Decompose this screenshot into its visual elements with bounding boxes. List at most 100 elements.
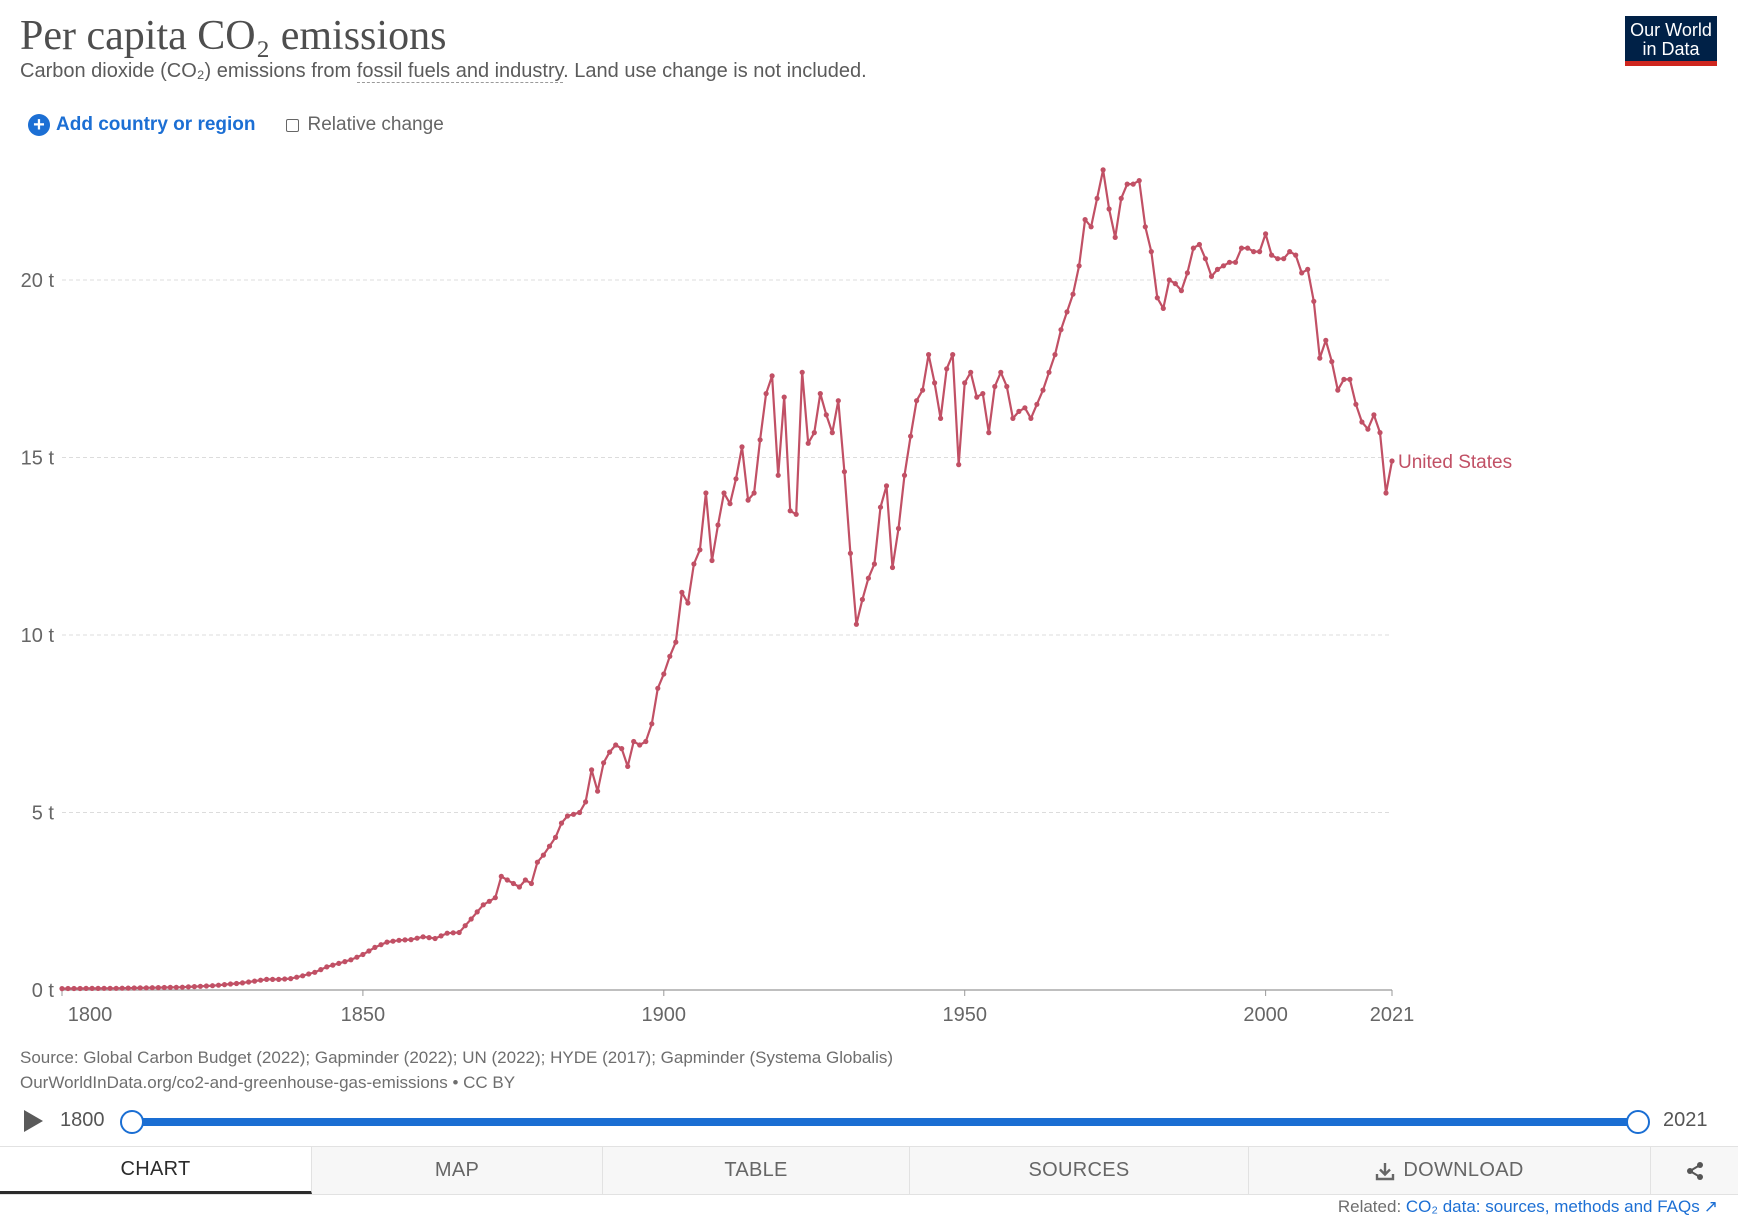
relative-change-toggle[interactable]: Relative change <box>285 114 444 136</box>
data-point <box>264 976 270 983</box>
data-point <box>727 501 733 507</box>
timeline: 1800 2021 <box>0 1105 1738 1139</box>
relative-change-checkbox[interactable] <box>285 118 299 132</box>
data-point <box>649 721 655 727</box>
data-point <box>534 859 541 865</box>
data-point <box>1359 419 1365 425</box>
data-point <box>1130 181 1136 187</box>
data-point <box>799 369 805 375</box>
data-point <box>522 877 529 883</box>
add-country-button[interactable]: + Add country or region <box>28 114 256 136</box>
data-point <box>625 763 631 770</box>
timeline-start-handle[interactable] <box>120 1110 144 1134</box>
timeline-end-handle[interactable] <box>1626 1110 1650 1134</box>
data-point <box>613 742 619 748</box>
data-point <box>1052 352 1058 358</box>
data-point <box>601 760 607 766</box>
data-point <box>901 472 908 478</box>
data-point <box>330 962 336 968</box>
data-point <box>1383 490 1389 496</box>
related-link[interactable]: CO₂ data: sources, methods and FAQs <box>1405 1197 1700 1216</box>
data-point <box>384 939 390 945</box>
data-point <box>950 352 956 358</box>
tab-chart[interactable]: CHART <box>0 1147 312 1194</box>
tab-map[interactable]: MAP <box>312 1147 603 1194</box>
subtitle-suffix: . Land use change is not included. <box>563 60 867 82</box>
data-point <box>203 983 209 989</box>
data-point <box>209 983 216 989</box>
data-point <box>1238 245 1245 251</box>
data-point <box>258 977 264 983</box>
data-point <box>239 980 246 986</box>
source-url[interactable]: OurWorldInData.org/co2-and-greenhouse-ga… <box>20 1073 516 1092</box>
data-point <box>456 929 462 936</box>
subtitle-link-fossil-fuels[interactable]: fossil fuels and industry <box>356 60 564 83</box>
data-point <box>492 895 498 901</box>
data-point <box>1245 245 1251 251</box>
data-point <box>835 398 841 404</box>
data-point <box>865 575 872 581</box>
data-point <box>215 982 222 988</box>
data-point <box>974 394 980 400</box>
data-point <box>173 984 179 990</box>
data-point <box>1148 249 1154 255</box>
data-point <box>739 444 745 450</box>
data-point <box>1232 259 1239 265</box>
data-point <box>757 437 763 443</box>
data-point <box>558 820 565 826</box>
series-label-united-states: United States <box>1398 452 1512 473</box>
data-point <box>938 415 944 421</box>
data-point <box>179 984 185 990</box>
data-point <box>775 472 781 478</box>
data-point <box>1034 401 1040 407</box>
data-point <box>125 985 131 991</box>
timeline-track[interactable] <box>132 1118 1638 1126</box>
share-icon <box>1686 1161 1703 1180</box>
data-point <box>709 557 715 564</box>
play-icon[interactable] <box>24 1110 43 1132</box>
y-tick-label: 10 t <box>21 625 55 647</box>
data-point <box>161 984 167 991</box>
data-point <box>1220 263 1227 269</box>
data-point <box>1064 309 1070 315</box>
data-point <box>697 547 703 553</box>
data-point <box>1365 426 1371 432</box>
data-point <box>1311 298 1317 304</box>
data-point <box>733 476 739 482</box>
axes: 0 t 5 t 10 t 15 t 20 t 1800 1850 1900 1950 2000 20… <box>21 270 1415 1026</box>
data-point <box>552 834 559 841</box>
data-point <box>1100 167 1106 173</box>
data-point <box>986 430 992 436</box>
tab-sources[interactable]: SOURCES <box>910 1147 1249 1194</box>
data-point <box>1287 249 1293 255</box>
data-point <box>59 986 65 992</box>
data-point <box>1299 270 1305 276</box>
tab-download[interactable]: DOWNLOAD <box>1249 1147 1651 1194</box>
owid-logo[interactable]: Our World in Data <box>1625 16 1717 66</box>
data-point <box>546 843 553 849</box>
data-point <box>1329 359 1335 365</box>
y-tick-label: 20 t <box>21 270 55 292</box>
source-note: Source: Global Carbon Budget (2022); Gap… <box>20 1045 893 1095</box>
data-point <box>1058 327 1064 333</box>
data-point <box>1269 252 1275 258</box>
data-point <box>167 984 173 991</box>
data-point <box>691 561 697 567</box>
data-point <box>1263 231 1269 237</box>
tab-table[interactable]: TABLE <box>603 1147 910 1194</box>
data-point <box>1190 245 1196 251</box>
data-point <box>751 490 757 496</box>
data-point <box>769 373 775 379</box>
download-icon <box>1376 1162 1395 1180</box>
share-button[interactable] <box>1651 1147 1738 1194</box>
data-point <box>420 934 426 940</box>
data-point <box>366 948 372 954</box>
data-point <box>637 742 643 748</box>
plus-circle-icon: + <box>28 114 50 136</box>
data-point <box>1016 408 1022 414</box>
data-point <box>932 380 938 386</box>
chart-title: Per capita CO₂ emissions <box>20 13 447 59</box>
related-prefix: Related: <box>1337 1197 1406 1216</box>
data-point <box>504 877 510 883</box>
data-point <box>564 813 571 819</box>
